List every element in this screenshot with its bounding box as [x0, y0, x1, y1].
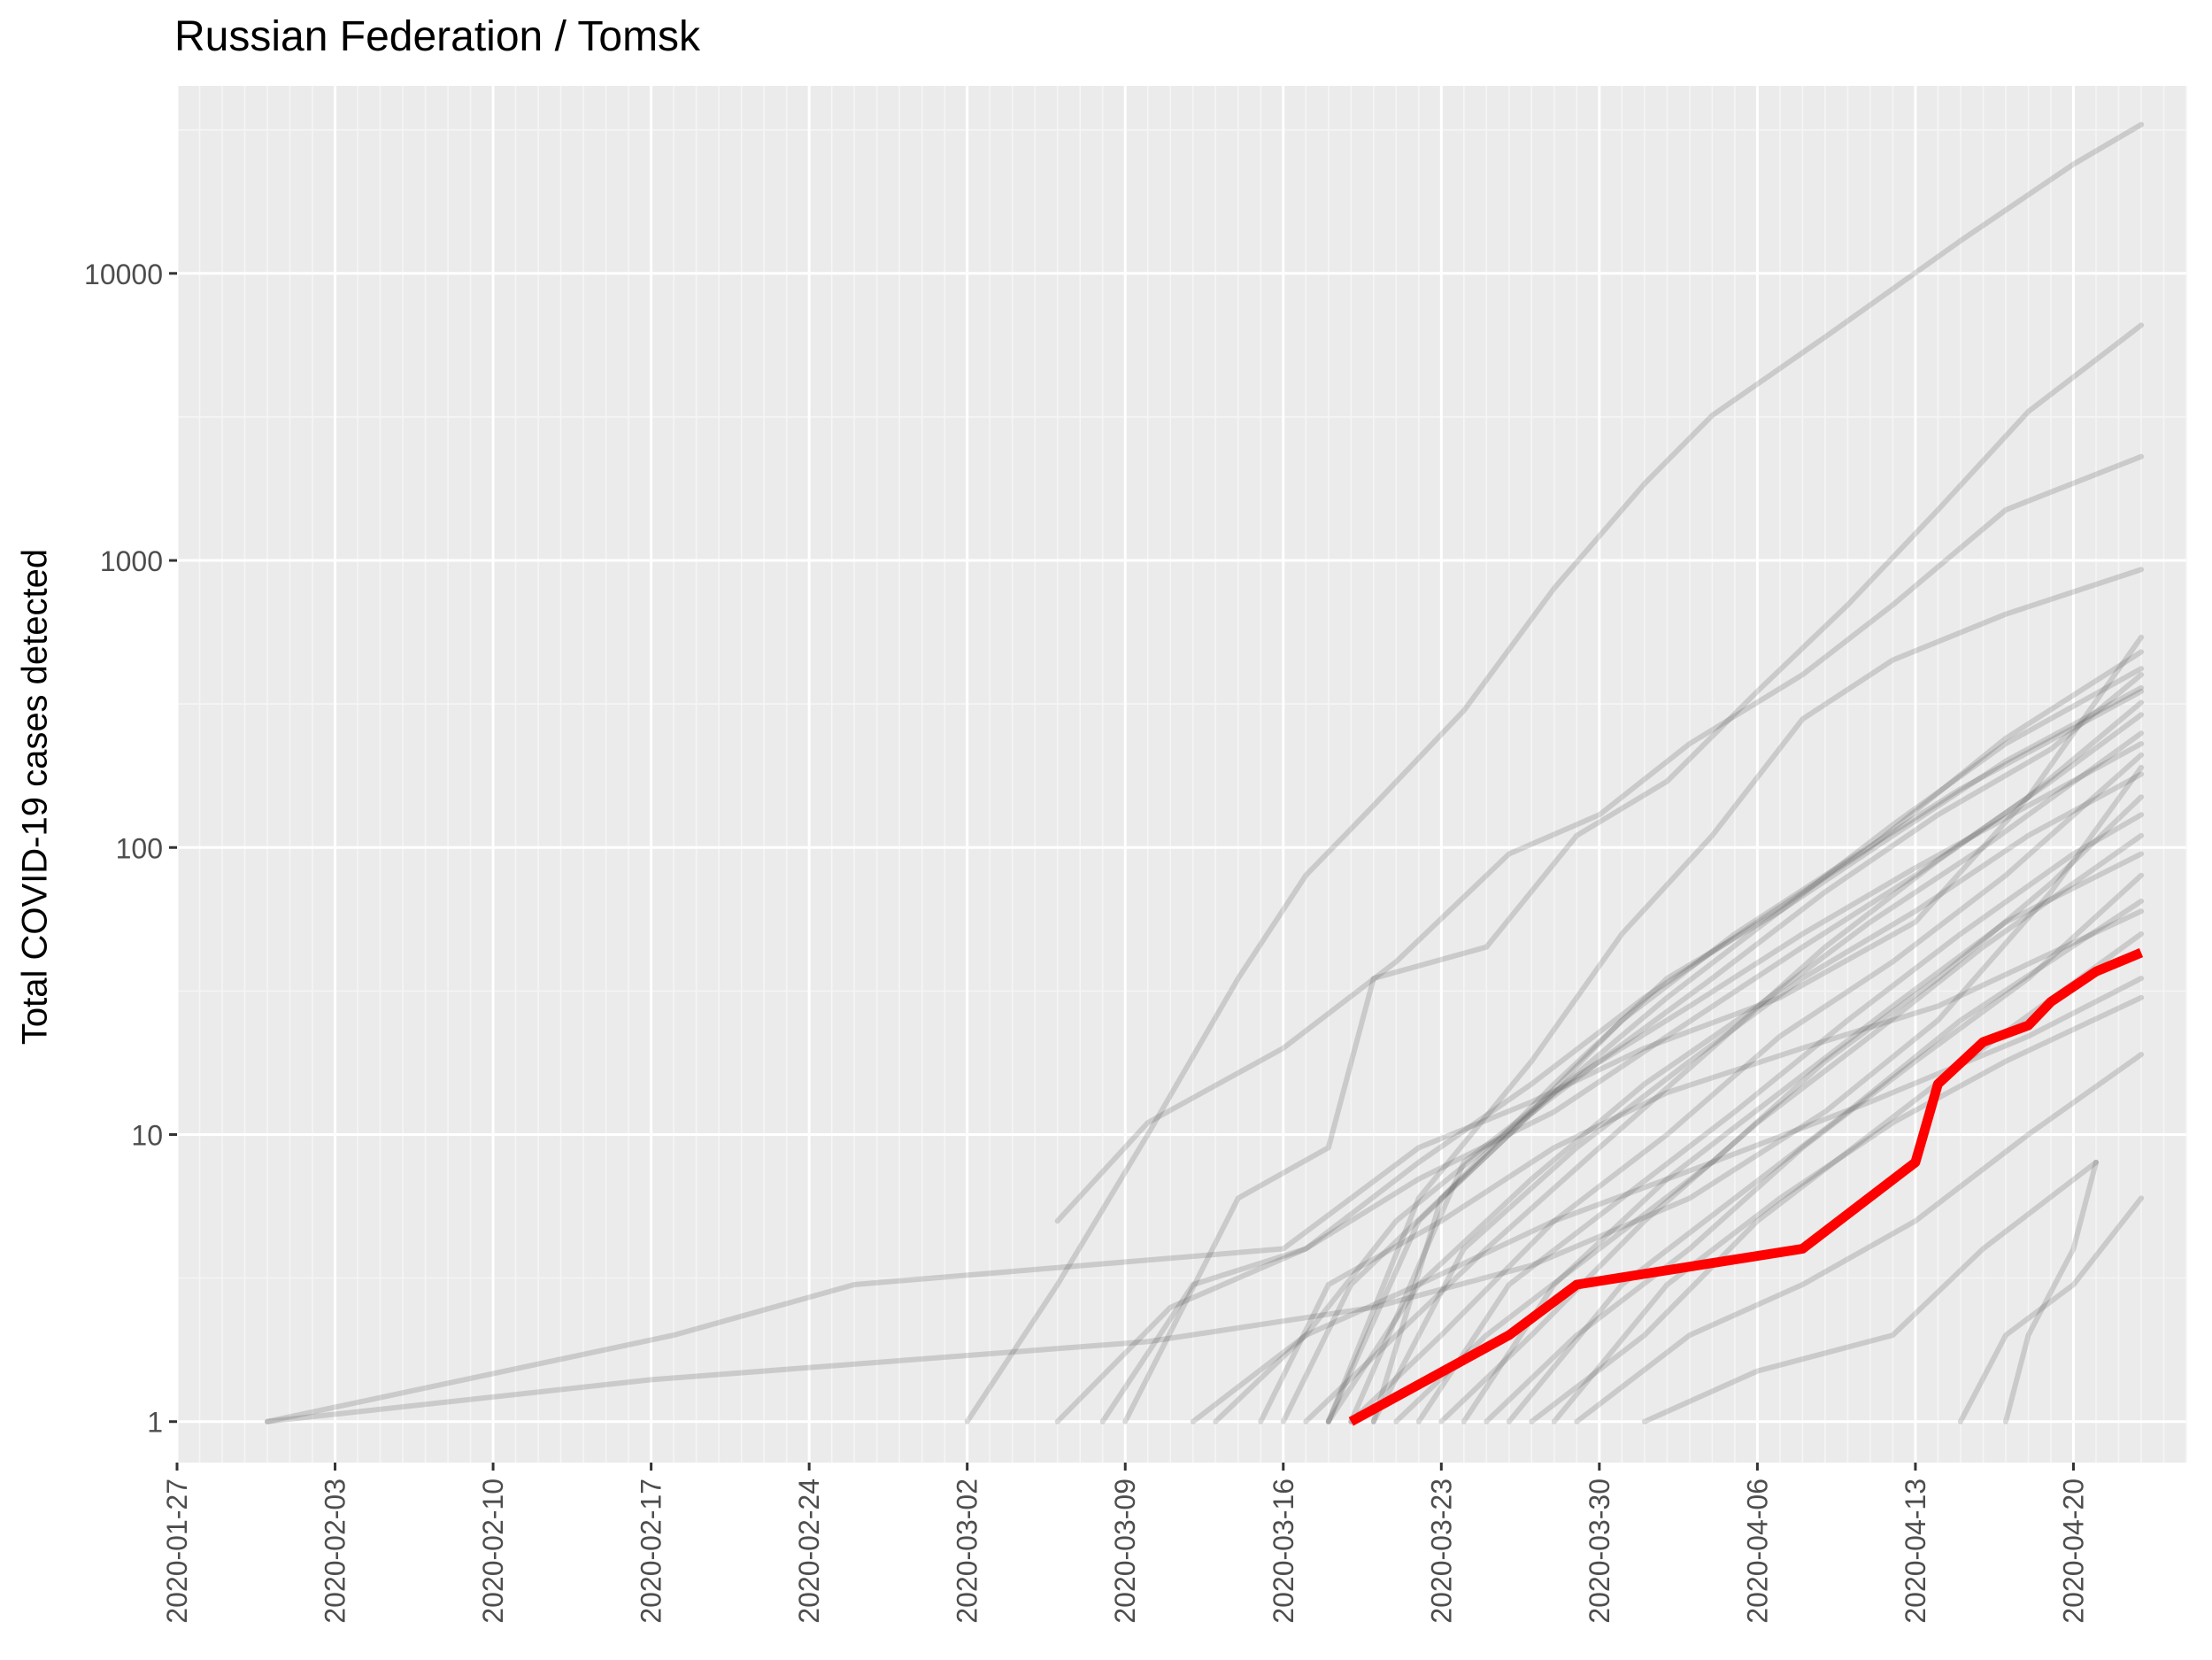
- x-tick-label: 2020-02-17: [636, 1479, 667, 1624]
- x-tick-label: 2020-02-03: [320, 1479, 351, 1624]
- x-tick-label: 2020-01-27: [161, 1479, 193, 1624]
- series-line-background: [265, 634, 2144, 1425]
- series-line-background: [964, 121, 2144, 1425]
- series-line-background: [1099, 699, 2144, 1425]
- series-line-background: [1574, 1052, 2144, 1425]
- series-line-background: [1461, 851, 2144, 1425]
- x-tick-label: 2020-04-06: [1741, 1479, 1773, 1624]
- series-line-background: [1325, 688, 2144, 1425]
- y-tick-label: 10: [131, 1120, 163, 1152]
- series-line-background: [1054, 649, 2144, 1425]
- series-line-background: [1957, 1195, 2144, 1425]
- x-tick-label: 2020-04-20: [2058, 1479, 2090, 1624]
- series-line-background: [1325, 730, 2144, 1425]
- series-line-background: [1348, 752, 2144, 1425]
- x-tick-label: 2020-02-24: [793, 1479, 825, 1624]
- x-tick-label: 2020-04-13: [1900, 1479, 1931, 1624]
- y-tick-label: 1000: [100, 545, 163, 577]
- background-series-lines: [265, 121, 2144, 1425]
- series-line-background: [1484, 872, 2144, 1425]
- major-gridlines: [175, 86, 2186, 1463]
- x-axis: 2020-01-27 2020-02-03 2020-02-10 2020-02-17…: [161, 1463, 2090, 1624]
- x-tick-label: 2020-02-10: [477, 1479, 509, 1624]
- series-line-background: [1303, 712, 2144, 1425]
- series-line-background: [1325, 567, 2144, 1425]
- series-line-background: [1551, 994, 2144, 1425]
- x-tick-label: 2020-03-09: [1109, 1479, 1141, 1624]
- chart-title: Russian Federation / Tomsk: [174, 13, 701, 60]
- series-line-background: [1280, 684, 2144, 1425]
- series-line-background: [1213, 672, 2144, 1425]
- highlight-series-line: [1348, 948, 2144, 1426]
- series-line-tomsk: [1348, 948, 2144, 1426]
- series-line-background: [1393, 794, 2144, 1425]
- series-line-background: [1348, 741, 2144, 1425]
- series-line-background: [1258, 908, 2144, 1425]
- series-line-background: [1370, 771, 2144, 1425]
- series-line-background: [1438, 832, 2144, 1425]
- series-line-background: [1190, 976, 2144, 1425]
- y-tick-label: 10000: [84, 259, 163, 290]
- x-tick-label: 2020-03-16: [1268, 1479, 1299, 1624]
- series-line-background: [1641, 1159, 2099, 1425]
- y-tick-label: 100: [116, 832, 163, 864]
- x-tick-label: 2020-03-23: [1425, 1479, 1457, 1624]
- series-line-background: [1370, 666, 2144, 1425]
- series-line-background: [265, 764, 2144, 1425]
- series-line-background: [1054, 453, 2144, 1224]
- series-line-background: [1122, 322, 2144, 1425]
- y-tick-label: 1: [147, 1407, 163, 1439]
- y-axis: 1 10 100 1000 10000: [84, 259, 177, 1439]
- series-line-background: [1506, 898, 2144, 1425]
- series-line-background: [2003, 1159, 2099, 1425]
- x-tick-label: 2020-03-02: [952, 1479, 983, 1624]
- x-tick-label: 2020-03-30: [1584, 1479, 1615, 1624]
- series-line-background: [1415, 812, 2144, 1425]
- plot-panel-background: [177, 86, 2186, 1463]
